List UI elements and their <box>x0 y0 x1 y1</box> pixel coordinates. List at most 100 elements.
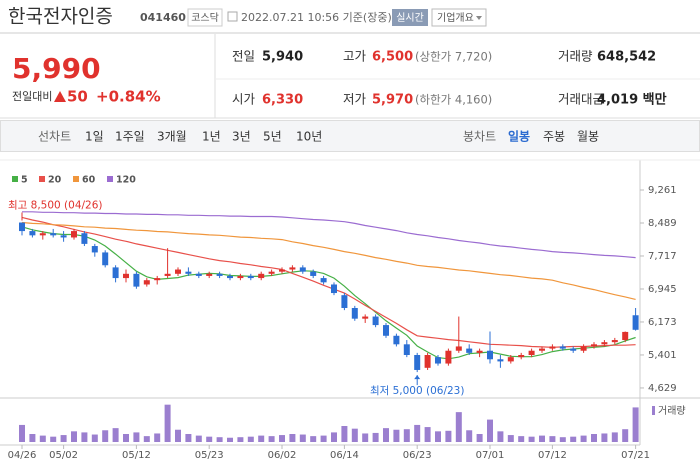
volume-bar <box>518 436 525 442</box>
candle-body <box>279 269 285 272</box>
volume-bar <box>487 419 493 442</box>
candle-body <box>601 342 608 345</box>
candle-tab[interactable]: 주봉 <box>543 130 565 144</box>
volume-bar <box>331 432 337 442</box>
stock-code: 041460 <box>140 11 186 24</box>
volume-bar <box>71 431 77 442</box>
volume-bar <box>414 424 421 442</box>
candle-body <box>476 350 483 353</box>
candle-tab[interactable]: 월봉 <box>577 130 599 144</box>
candle-body <box>445 350 452 364</box>
volume-bar <box>559 437 566 442</box>
field-label: 저가 <box>343 92 367 107</box>
volume-bar <box>320 435 327 442</box>
volume-bar <box>299 434 306 442</box>
candle-body <box>549 346 556 349</box>
candle-body <box>632 315 639 330</box>
field-label: 고가 <box>343 49 367 64</box>
candle-body <box>622 331 629 341</box>
realtime-button[interactable] <box>392 9 428 26</box>
volume-bar <box>227 437 233 442</box>
high-annotation: 최고 8,500 (04/26) <box>8 200 103 212</box>
candle-body <box>591 344 597 347</box>
field-value: 648,542 <box>597 50 656 65</box>
x-tick-label: 07/12 <box>538 450 567 461</box>
company-button[interactable] <box>431 8 487 27</box>
legend-label: 5 <box>21 175 28 186</box>
change-label: 전일대비 <box>12 89 52 103</box>
x-tick-label: 07/01 <box>476 450 505 461</box>
candle-body <box>299 267 306 272</box>
datetime: 2022.07.21 10:56 기준(장중) <box>241 11 392 24</box>
candle-body <box>19 222 25 232</box>
candle-body <box>102 252 109 266</box>
realtime-label: 실시간 <box>396 12 424 24</box>
volume-bar <box>123 434 129 442</box>
calendar-icon <box>227 11 238 22</box>
volume-bar <box>216 437 223 442</box>
candle-body <box>310 271 317 276</box>
period-tab[interactable]: 1주일 <box>115 130 145 144</box>
period-tab[interactable]: 3개월 <box>157 130 187 144</box>
field-label: 거래량 <box>558 49 593 64</box>
y-tick-label: 5,401 <box>648 350 677 361</box>
volume-label: 거래량 <box>658 405 686 417</box>
volume-bar <box>570 436 577 442</box>
volume-bar <box>50 436 57 442</box>
x-tick-label: 07/21 <box>621 450 650 461</box>
volume-bar <box>455 412 462 442</box>
candle-body <box>497 359 504 362</box>
volume-bar <box>175 429 181 442</box>
x-tick-label: 05/12 <box>122 450 151 461</box>
volume-bar <box>497 431 504 442</box>
candle-body <box>29 231 36 236</box>
volume-bar <box>341 426 348 442</box>
price: 5,990 <box>12 52 101 85</box>
volume-bar <box>164 404 171 442</box>
volume-bar <box>29 434 36 442</box>
dropdown-arrow <box>476 16 482 20</box>
candle-tab[interactable]: 일봉 <box>508 130 530 144</box>
volume-bar <box>362 433 369 442</box>
field-value: 5,940 <box>262 50 303 65</box>
volume-bar <box>60 435 67 442</box>
candle-body <box>539 348 545 351</box>
field-value: 5,970 <box>372 93 413 108</box>
market: 코스닥 <box>191 12 219 24</box>
legend-swatch <box>39 176 45 182</box>
legend-swatch <box>73 176 79 182</box>
volume-bar <box>310 436 317 442</box>
legend-swatch <box>12 176 18 182</box>
candle-body <box>487 350 493 360</box>
volume-bar <box>632 407 639 442</box>
y-tick-label: 4,629 <box>648 383 677 394</box>
volume-bar <box>591 434 597 442</box>
volume-bar <box>383 428 389 442</box>
period-tab[interactable]: 5년 <box>263 130 282 144</box>
x-tick-label: 05/23 <box>195 450 224 461</box>
volume-bar <box>601 433 608 442</box>
period-tab[interactable]: 1년 <box>202 130 221 144</box>
candle-body <box>611 340 618 343</box>
volume-bar <box>195 435 202 442</box>
candle-body <box>81 233 88 244</box>
field-value: 6,500 <box>372 50 413 65</box>
candle-body <box>435 357 441 364</box>
x-tick-label: 05/02 <box>49 450 78 461</box>
legend-label: 60 <box>82 175 96 186</box>
period-tab[interactable]: 10년 <box>296 130 322 144</box>
period-tab[interactable]: 1일 <box>85 130 104 144</box>
quote-table: 전일 5,940 고가 6,500 (상한가 7,720) 거래량 648,542 시가 6,3… <box>232 49 667 108</box>
field-note: (하한가 4,160) <box>415 93 492 107</box>
volume-bar <box>91 434 98 442</box>
volume-bar <box>549 436 556 442</box>
volume-bar <box>611 432 618 442</box>
period-tab[interactable]: 3년 <box>232 130 251 144</box>
field-label: 전일 <box>232 49 255 64</box>
candle-body <box>351 307 358 319</box>
candle-body <box>403 344 410 355</box>
candle-body <box>112 267 119 279</box>
change-rate: +0.84% <box>96 88 161 106</box>
candle-body <box>518 355 525 358</box>
candle-body <box>414 355 421 370</box>
